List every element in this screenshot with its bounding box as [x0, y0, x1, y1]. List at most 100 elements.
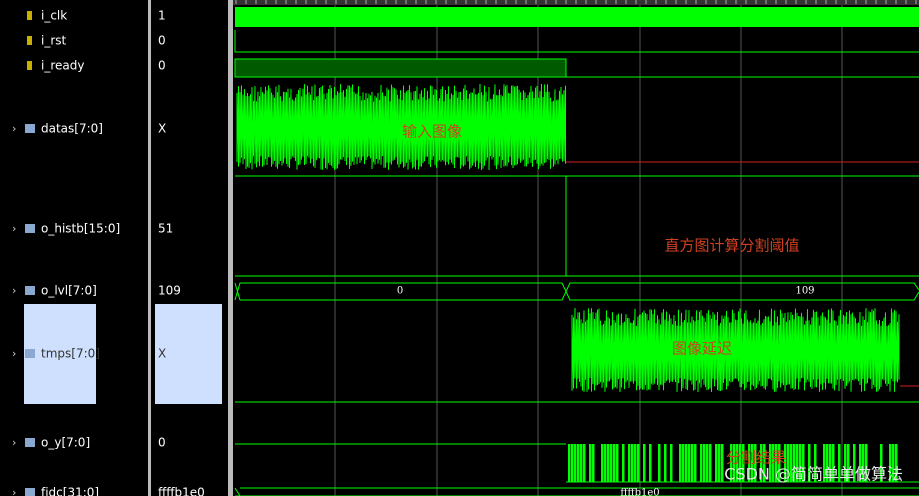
out-wave — [862, 444, 865, 482]
out-wave — [733, 444, 736, 482]
rows: i_clk 1 i_rst 0 i_ready 0 › datas[7:0] X › o_histb… — [12, 9, 205, 496]
signal-icon — [25, 349, 35, 358]
signal-value: 0 — [158, 34, 166, 48]
out-wave — [814, 444, 817, 482]
signal-name: i_rst — [41, 34, 67, 48]
out-wave — [610, 444, 613, 482]
out-wave — [628, 444, 631, 482]
out-wave — [736, 444, 739, 482]
watermark: CSDN @简简单单做算法 — [724, 465, 903, 484]
out-wave — [787, 444, 790, 482]
signal-name: datas[7:0] — [41, 122, 103, 136]
out-wave — [706, 444, 709, 482]
expand-arrow: › — [12, 486, 16, 496]
out-wave — [685, 444, 688, 482]
divider — [228, 0, 233, 496]
out-wave — [853, 444, 856, 482]
expand-arrow: › — [12, 436, 16, 449]
out-wave — [658, 444, 661, 482]
out-wave — [742, 444, 745, 482]
signal-icon — [25, 488, 35, 496]
annotation: 直方图计算分割阈值 — [664, 237, 799, 255]
out-wave — [589, 444, 592, 482]
signal-name: o_y[7:0] — [41, 436, 90, 450]
expand-arrow: › — [12, 347, 16, 360]
out-wave — [832, 444, 835, 482]
signal-icon — [25, 286, 35, 295]
out-wave — [892, 444, 895, 482]
signal-icon — [27, 11, 32, 20]
data-wave — [236, 83, 566, 170]
out-wave — [574, 444, 577, 482]
out-wave — [607, 444, 610, 482]
out-wave — [670, 444, 673, 482]
out-wave — [769, 444, 772, 482]
out-wave — [616, 444, 619, 482]
wave — [234, 282, 919, 301]
out-wave — [700, 444, 703, 482]
out-wave — [631, 444, 634, 482]
out-wave — [709, 444, 712, 482]
signal-value: X — [158, 347, 166, 361]
signal-name: i_ready — [41, 59, 84, 73]
out-wave — [571, 444, 574, 482]
signal-icon — [25, 438, 35, 447]
out-wave — [694, 444, 697, 482]
expand-arrow: › — [12, 122, 16, 135]
out-wave — [799, 444, 802, 482]
out-wave — [823, 444, 826, 482]
out-wave — [775, 444, 778, 482]
signal-value: 109 — [158, 284, 181, 298]
ready-wave — [234, 58, 567, 78]
annotation: 图像延迟 — [672, 340, 732, 358]
signal-value: 0 — [158, 59, 166, 73]
out-wave — [895, 444, 898, 482]
out-wave — [721, 444, 724, 482]
divider — [148, 0, 151, 496]
out-wave — [637, 444, 640, 482]
signal-name: o_histb[15:0] — [41, 222, 120, 236]
out-wave — [739, 444, 742, 482]
out-wave — [829, 444, 832, 482]
out-wave — [568, 444, 571, 482]
clk-wave — [235, 7, 919, 27]
data-wave — [571, 308, 900, 392]
wave — [234, 487, 241, 496]
out-wave — [847, 444, 850, 482]
out-wave — [889, 444, 892, 482]
out-wave — [790, 444, 793, 482]
out-wave — [784, 444, 787, 482]
signal-name: tmps[7:0] — [41, 347, 100, 361]
signal-icon — [25, 124, 35, 133]
signal-icon — [27, 36, 32, 45]
annotation: 分割结果 — [726, 449, 786, 467]
signal-value: 51 — [158, 222, 173, 236]
out-wave — [763, 444, 766, 482]
out-wave — [793, 444, 796, 482]
signal-name: i_clk — [41, 9, 67, 23]
waves — [234, 7, 919, 496]
out-wave — [613, 444, 616, 482]
grid — [233, 0, 919, 496]
out-wave — [802, 444, 805, 482]
out-wave — [808, 444, 811, 482]
out-wave — [583, 444, 586, 482]
out-wave — [778, 444, 781, 482]
out-wave — [865, 444, 868, 482]
out-wave — [688, 444, 691, 482]
signal-name: fjdc[31:0] — [41, 486, 99, 496]
out-wave — [703, 444, 706, 482]
signal-value: 0 — [158, 436, 166, 450]
bus-value: 109 — [795, 286, 814, 297]
out-wave — [844, 444, 847, 482]
out-wave — [838, 444, 841, 482]
out-wave — [751, 444, 754, 482]
out-wave — [880, 444, 883, 482]
expand-arrow: › — [12, 284, 16, 297]
out-wave — [679, 444, 682, 482]
out-wave — [592, 444, 595, 482]
annotation: 输入图像 — [402, 123, 462, 141]
out-wave — [577, 444, 580, 482]
